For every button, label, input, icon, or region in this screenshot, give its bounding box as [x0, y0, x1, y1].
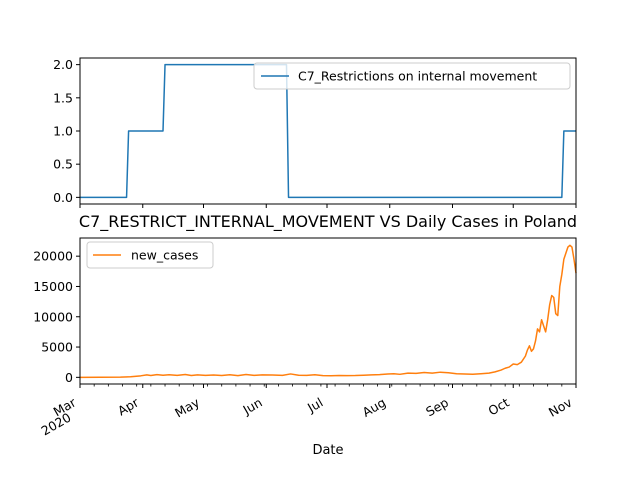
y-tick-label: 0.0 [53, 190, 73, 205]
y-tick-label: 1.0 [53, 124, 73, 139]
x-tick-label: Jul [304, 395, 325, 416]
y-tick-label: 15000 [33, 279, 73, 294]
y-tick-label: 0.5 [53, 157, 73, 172]
series-line-new-cases [79, 244, 577, 379]
y-tick-label: 10000 [33, 309, 73, 324]
x-tick-label: Oct [486, 395, 512, 419]
top-chart-frame [79, 57, 577, 205]
bottom-chart-frame [79, 237, 577, 385]
series-line-c7-restrictions-on-internal-movement [80, 63, 576, 199]
legend-label-new-cases: new_cases [131, 248, 198, 263]
x-tick-label: Aug [360, 395, 389, 420]
legend-label-restrictions: C7_Restrictions on internal movement [298, 69, 537, 84]
chart-title: C7_RESTRICT_INTERNAL_MOVEMENT VS Daily C… [79, 212, 577, 232]
y-tick-label: 2.0 [53, 57, 73, 72]
x-tick-label: Nov [546, 394, 575, 419]
top-chart: 0.0 0.5 1.0 1.5 2.0 C7_Restrictions on inter… [53, 57, 577, 208]
x-tick-label: Apr [115, 394, 142, 418]
x-tick-label: Jun [239, 395, 264, 418]
bottom-chart-legend[interactable]: new_cases [86, 241, 214, 269]
y-tick-label: 5000 [41, 340, 73, 355]
y-tick-label: 1.5 [53, 90, 73, 105]
x-tick-label: Sep [423, 395, 451, 420]
top-chart-legend[interactable]: C7_Restrictions on internal movement [253, 62, 571, 90]
y-tick-label: 20000 [33, 249, 73, 264]
x-tick-label: May [172, 394, 202, 420]
y-tick-label: 0 [65, 370, 73, 385]
x-axis-label: Date [312, 443, 343, 458]
